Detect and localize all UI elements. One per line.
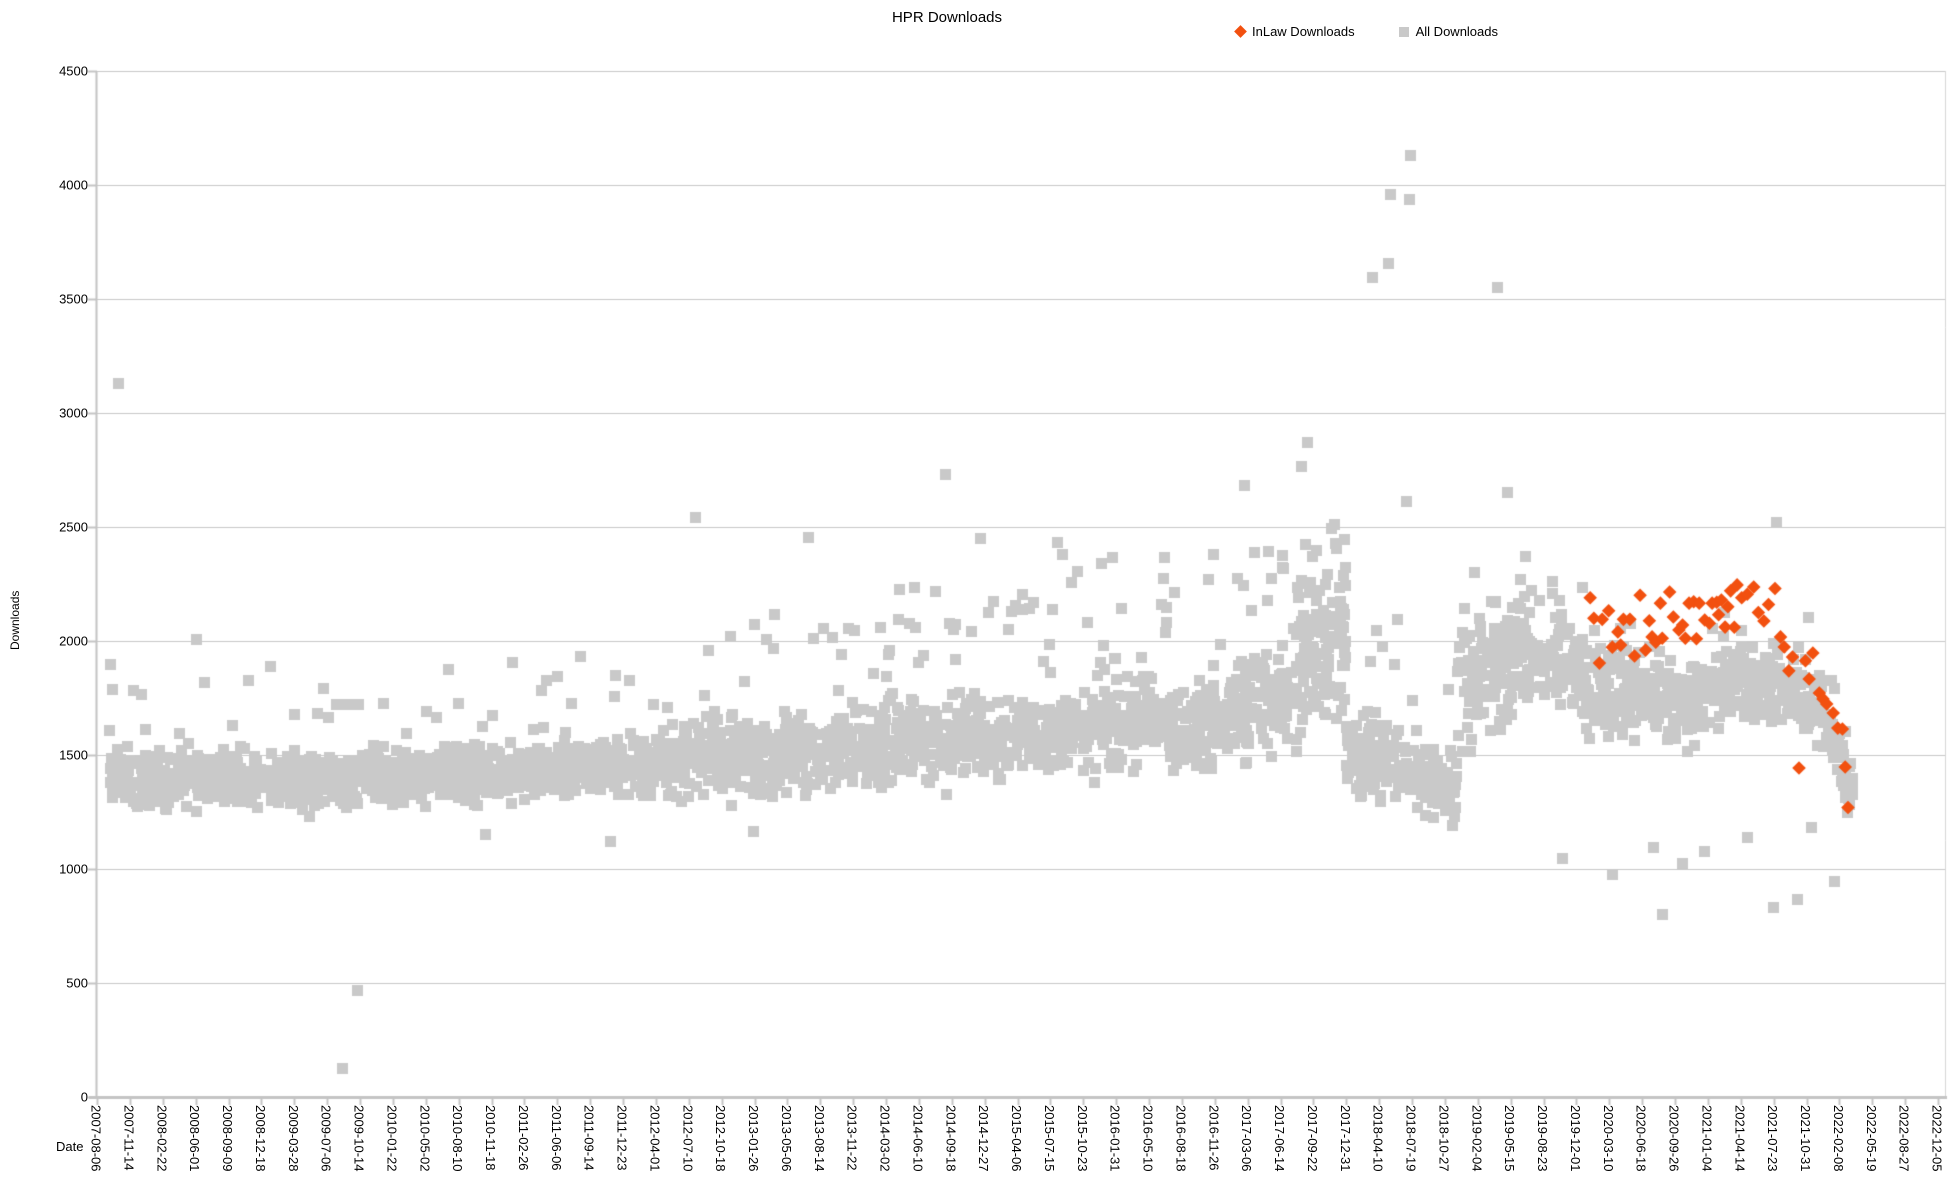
- x-tick-label: 2015-04-06: [1009, 1105, 1024, 1172]
- x-tick-label: 2013-05-06: [778, 1105, 794, 1172]
- x-tick-label: 2017-09-22: [1304, 1105, 1320, 1172]
- legend: InLaw Downloads All Downloads: [1234, 24, 1498, 39]
- x-tick-label: 2008-12-18: [252, 1105, 268, 1172]
- x-tick-label: 2021-10-31: [1798, 1105, 1813, 1172]
- chart-title: HPR Downloads: [891, 9, 1003, 26]
- legend-label-all: All Downloads: [1415, 24, 1498, 39]
- x-tick-label: 2022-05-19: [1863, 1105, 1879, 1172]
- x-tick-label: 2009-10-14: [351, 1105, 367, 1172]
- x-tick-label: 2009-07-06: [318, 1105, 334, 1172]
- x-tick-label: 2007-11-14: [121, 1105, 137, 1171]
- x-tick-label: 2016-05-10: [1140, 1105, 1156, 1172]
- x-tick-label: 2009-03-28: [285, 1105, 301, 1172]
- x-tick-label: 2014-09-18: [943, 1105, 959, 1172]
- y-tick-label: 4500: [59, 63, 88, 79]
- legend-item-all: All Downloads: [1398, 24, 1498, 39]
- x-tick-label: 2021-04-14: [1732, 1105, 1748, 1172]
- x-tick-label: 2018-10-27: [1436, 1105, 1452, 1172]
- x-tick-label: 2012-10-18: [713, 1105, 729, 1172]
- x-tick-label: 2016-11-26: [1206, 1105, 1222, 1171]
- y-tick-label: 0: [80, 1089, 88, 1105]
- x-tick-label: 2010-05-02: [417, 1105, 433, 1172]
- x-tick-label: 2019-05-15: [1502, 1105, 1518, 1172]
- x-tick-label: 2010-11-18: [483, 1105, 498, 1171]
- x-tick-label: 2017-06-14: [1272, 1105, 1287, 1172]
- x-tick-label: 2019-12-01: [1567, 1105, 1583, 1172]
- y-tick-label: 3000: [59, 405, 88, 421]
- y-axis-title: Downloads: [8, 590, 22, 650]
- x-tick-label: 2018-04-10: [1370, 1105, 1386, 1172]
- x-tick-label: 2013-11-22: [844, 1105, 860, 1171]
- x-tick-label: 2020-09-26: [1666, 1105, 1682, 1172]
- x-tick-label: 2018-07-19: [1403, 1105, 1419, 1172]
- y-tick-label: 1000: [59, 861, 88, 877]
- x-tick-label: 2022-12-05: [1929, 1105, 1945, 1172]
- x-tick-label: 2022-08-27: [1896, 1105, 1912, 1172]
- x-tick-label: 2007-08-06: [88, 1105, 104, 1172]
- x-tick-label: 2017-03-06: [1239, 1105, 1255, 1172]
- x-tick-label: 2019-02-04: [1469, 1105, 1485, 1172]
- x-tick-label: 2013-01-26: [746, 1105, 761, 1172]
- x-tick-label: 2012-04-01: [647, 1105, 663, 1172]
- y-tick-label: 500: [66, 975, 88, 991]
- x-tick-label: 2011-02-26: [515, 1105, 531, 1171]
- x-tick-label: 2017-12-31: [1337, 1105, 1353, 1172]
- x-tick-label: 2010-01-22: [384, 1105, 400, 1172]
- x-tick-label: 2015-07-15: [1041, 1105, 1057, 1172]
- x-tick-label: 2014-06-10: [910, 1105, 926, 1172]
- x-tick-label: 2022-02-08: [1830, 1105, 1846, 1172]
- y-tick-label: 2500: [59, 519, 88, 535]
- x-tick-label: 2013-08-14: [811, 1105, 827, 1172]
- inlaw-diamond-marker-icon: [1234, 25, 1247, 38]
- x-tick-label: 2014-12-27: [976, 1105, 992, 1172]
- x-tick-label: 2020-03-10: [1600, 1105, 1616, 1172]
- x-tick-label: 2011-06-06: [548, 1105, 564, 1171]
- x-tick-label: 2008-06-01: [187, 1105, 203, 1172]
- x-tick-label: 2012-07-10: [680, 1105, 696, 1172]
- x-tick-label: 2014-03-02: [877, 1105, 893, 1172]
- x-tick-label: 2016-08-18: [1173, 1105, 1189, 1172]
- legend-label-inlaw: InLaw Downloads: [1252, 24, 1355, 39]
- y-tick-label: 4000: [59, 177, 88, 193]
- x-tick-label: 2008-09-09: [220, 1105, 235, 1172]
- x-tick-label: 2021-07-23: [1765, 1105, 1781, 1172]
- all-square-marker-icon: [1398, 26, 1409, 37]
- y-tick-label: 1500: [59, 747, 88, 763]
- x-tick-label: 2010-08-10: [450, 1105, 466, 1172]
- x-tick-label: 2016-01-31: [1107, 1105, 1123, 1172]
- x-tick-label: 2015-10-23: [1074, 1105, 1090, 1172]
- x-tick-label: 2008-02-22: [154, 1105, 170, 1172]
- y-tick-label: 3500: [59, 291, 88, 307]
- x-tick-label: 2019-08-23: [1535, 1105, 1550, 1172]
- x-tick-label: 2021-01-04: [1699, 1105, 1715, 1172]
- legend-item-inlaw: InLaw Downloads: [1234, 24, 1355, 39]
- y-tick-label: 2000: [59, 633, 88, 649]
- x-tick-label: 2011-12-23: [614, 1105, 630, 1171]
- x-axis-title: Date: [56, 1139, 84, 1154]
- x-tick-label: 2020-06-18: [1633, 1105, 1649, 1172]
- x-tick-label: 2011-09-14: [581, 1105, 597, 1171]
